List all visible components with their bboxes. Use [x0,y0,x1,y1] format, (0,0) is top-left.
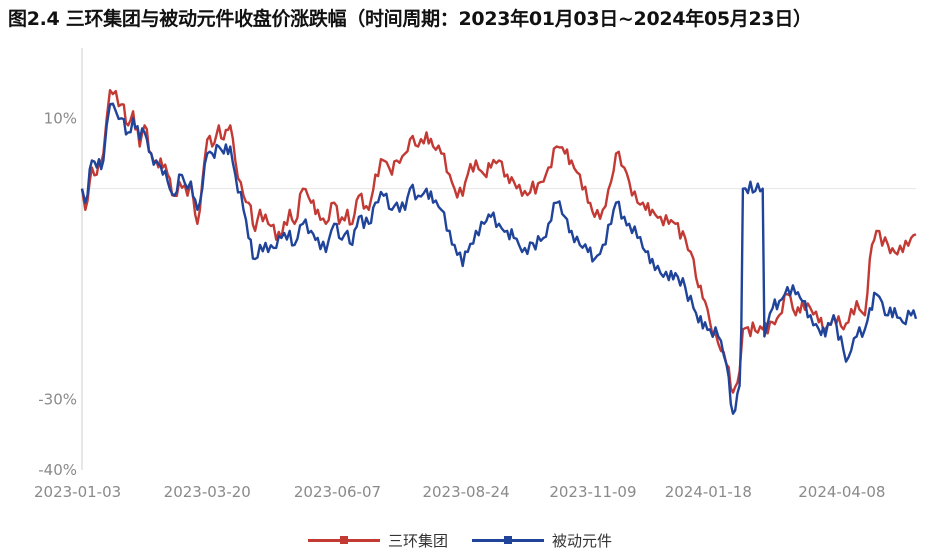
x-tick-label: 2024-01-18 [665,483,752,501]
series-lines [80,89,918,415]
legend-swatch-passive-components [472,536,544,544]
x-tick-labels: 2023-01-03 2023-03-20 2023-06-07 2023-08-24… [34,483,885,501]
legend-item-passive-components: 被动元件 [472,530,612,551]
chart-title: 图2.4 三环集团与被动元件收盘价涨跌幅（时间周期：2023年01月03日~20… [8,8,812,30]
y-tick-labels: 10% -30% -40% [38,109,77,479]
x-tick-label: 2023-03-20 [164,483,251,501]
y-tick-label: 10% [44,109,77,127]
series-line-passive-components [80,102,918,415]
legend-item-sanhuan: 三环集团 [308,530,448,551]
y-tick-label: -40% [38,461,77,479]
y-tick-label: -30% [38,391,77,409]
series-line-sanhuan [80,89,917,394]
x-tick-label: 2024-04-08 [798,483,885,501]
legend: 三环集团 被动元件 [0,530,946,554]
x-tick-label: 2023-11-09 [549,483,636,501]
legend-label-passive-components: 被动元件 [552,532,613,550]
x-tick-label: 2023-08-24 [422,483,509,501]
x-tick-label: 2023-06-07 [294,483,381,501]
legend-swatch-sanhuan [308,536,380,544]
x-tick-label: 2023-01-03 [34,483,121,501]
legend-label-sanhuan: 三环集团 [388,532,449,550]
